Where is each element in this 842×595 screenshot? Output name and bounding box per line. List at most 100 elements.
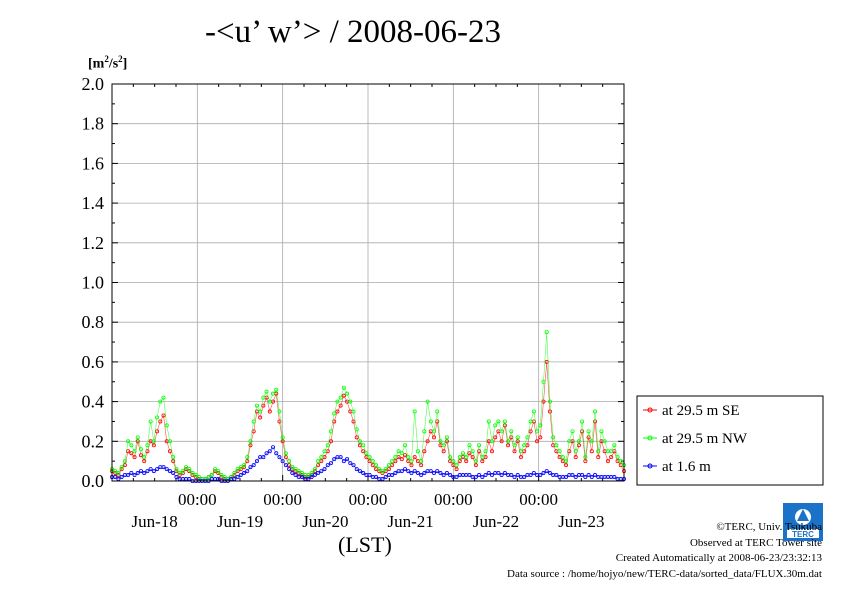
data-point: [290, 465, 295, 470]
data-point: [325, 443, 330, 448]
data-point: [564, 463, 569, 468]
data-point: [132, 473, 137, 478]
legend-label: at 29.5 m SE: [662, 403, 740, 419]
x-tick-time-label: 00:00: [519, 490, 558, 509]
data-point: [254, 459, 259, 464]
data-point: [483, 473, 488, 478]
data-point: [489, 439, 494, 444]
data-point: [593, 409, 598, 414]
data-point: [518, 455, 523, 460]
data-point: [142, 459, 147, 464]
x-tick-time-label: 00:00: [434, 490, 473, 509]
y-tick-label: 1.2: [82, 233, 105, 253]
data-point: [309, 471, 314, 476]
x-tick-day-label: Jun-19: [217, 512, 263, 531]
data-point: [428, 469, 433, 474]
data-point: [235, 467, 240, 472]
data-point: [171, 459, 176, 464]
data-point: [541, 471, 546, 476]
data-point: [502, 419, 507, 424]
data-point: [167, 439, 172, 444]
data-point: [544, 469, 549, 474]
data-point: [161, 465, 166, 470]
data-point: [151, 443, 156, 448]
data-point: [283, 451, 288, 456]
data-point: [319, 469, 324, 474]
data-point: [589, 449, 594, 454]
data-point: [206, 475, 211, 480]
data-point: [374, 475, 379, 480]
data-point: [570, 429, 575, 434]
data-point: [412, 409, 417, 414]
data-point: [316, 459, 321, 464]
data-point: [506, 443, 511, 448]
data-point: [161, 395, 166, 400]
x-tick-day-label: Jun-22: [473, 512, 519, 531]
data-point: [287, 459, 292, 464]
data-point: [196, 475, 201, 480]
data-point: [438, 439, 443, 444]
data-point: [158, 399, 163, 404]
data-point: [367, 473, 372, 478]
x-tick-time-label: 00:00: [263, 490, 302, 509]
data-point: [132, 455, 137, 460]
data-point: [560, 455, 565, 460]
data-point: [406, 469, 411, 474]
data-point: [171, 471, 176, 476]
data-point: [135, 439, 140, 444]
data-point: [264, 389, 269, 394]
data-point: [242, 471, 247, 476]
data-point: [502, 471, 507, 476]
y-tick-label: 2.0: [82, 74, 105, 94]
data-point: [351, 463, 356, 468]
data-point: [132, 449, 137, 454]
data-point: [126, 439, 131, 444]
y-tick-label: 1.8: [82, 114, 105, 134]
data-point: [586, 435, 591, 440]
data-point: [518, 449, 523, 454]
data-point: [441, 449, 446, 454]
data-point: [328, 439, 333, 444]
data-point: [547, 471, 552, 476]
data-point: [296, 469, 301, 474]
data-point: [177, 473, 182, 478]
data-point: [422, 449, 427, 454]
data-point: [605, 459, 610, 464]
data-point: [277, 455, 282, 460]
data-point: [122, 463, 127, 468]
data-point: [547, 409, 552, 414]
data-point: [135, 471, 140, 476]
data-point: [177, 471, 182, 476]
data-point: [515, 473, 520, 478]
data-point: [148, 467, 153, 472]
data-point: [593, 473, 598, 478]
data-point: [515, 435, 520, 440]
data-point: [444, 471, 449, 476]
data-point: [135, 435, 140, 440]
data-point: [506, 439, 511, 444]
data-point: [277, 419, 282, 424]
data-point: [596, 455, 601, 460]
data-point: [412, 455, 417, 460]
data-point: [454, 475, 459, 480]
x-tick-time-label: 00:00: [349, 490, 388, 509]
data-point: [409, 463, 414, 468]
data-point: [493, 423, 498, 428]
credit-site: Observed at TERC Tower site: [689, 536, 822, 549]
data-point: [193, 473, 198, 478]
y-tick-label: 1.4: [82, 193, 105, 213]
data-point: [583, 455, 588, 460]
x-tick-day-label: Jun-18: [132, 512, 178, 531]
data-point: [432, 429, 437, 434]
data-point: [589, 475, 594, 480]
data-point: [457, 455, 462, 460]
data-point: [448, 455, 453, 460]
data-point: [354, 427, 359, 432]
data-point: [245, 469, 250, 474]
data-point: [480, 459, 485, 464]
legend-swatch-marker: [647, 407, 653, 413]
data-point: [357, 469, 362, 474]
data-point: [367, 455, 372, 460]
data-point: [138, 453, 143, 458]
data-point: [174, 467, 179, 472]
